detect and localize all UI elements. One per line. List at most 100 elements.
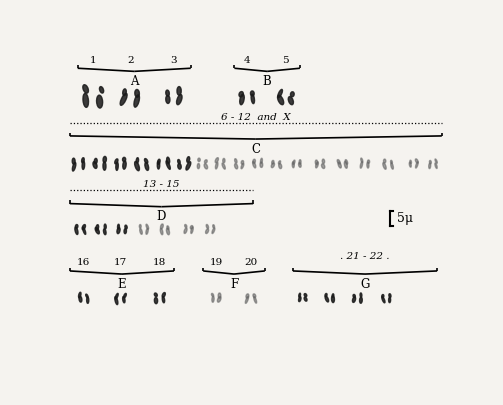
Ellipse shape [260, 162, 263, 167]
Ellipse shape [325, 294, 327, 297]
Text: 18: 18 [153, 258, 166, 267]
Ellipse shape [83, 94, 89, 107]
Text: 5: 5 [283, 55, 289, 64]
Ellipse shape [103, 162, 106, 170]
Ellipse shape [331, 296, 334, 303]
Ellipse shape [97, 95, 103, 108]
Text: G: G [360, 278, 370, 291]
Ellipse shape [435, 163, 437, 168]
Ellipse shape [115, 159, 118, 164]
Ellipse shape [87, 297, 89, 303]
Ellipse shape [117, 228, 120, 234]
Ellipse shape [299, 297, 301, 302]
Ellipse shape [279, 161, 281, 164]
Ellipse shape [104, 229, 106, 234]
Ellipse shape [215, 158, 218, 163]
Ellipse shape [78, 292, 81, 298]
Ellipse shape [103, 156, 107, 163]
Ellipse shape [185, 224, 187, 228]
Ellipse shape [299, 163, 301, 167]
Ellipse shape [197, 164, 200, 169]
Ellipse shape [435, 159, 437, 163]
Ellipse shape [429, 163, 431, 168]
Ellipse shape [167, 226, 169, 230]
Ellipse shape [190, 226, 193, 229]
Ellipse shape [353, 297, 356, 303]
Ellipse shape [140, 228, 142, 234]
Ellipse shape [278, 95, 284, 105]
Ellipse shape [82, 227, 86, 234]
Ellipse shape [353, 294, 355, 298]
Ellipse shape [146, 224, 148, 229]
Text: E: E [118, 278, 126, 291]
Ellipse shape [178, 164, 181, 169]
Ellipse shape [299, 293, 301, 297]
Ellipse shape [368, 160, 370, 163]
Text: 20: 20 [244, 258, 258, 267]
Ellipse shape [123, 296, 125, 303]
Ellipse shape [246, 294, 249, 298]
Ellipse shape [204, 160, 207, 163]
Ellipse shape [391, 163, 393, 169]
Ellipse shape [160, 224, 163, 229]
Text: B: B [263, 75, 272, 88]
Text: A: A [130, 75, 138, 88]
Ellipse shape [222, 163, 225, 169]
Ellipse shape [166, 157, 170, 164]
Ellipse shape [125, 225, 127, 229]
Ellipse shape [241, 160, 243, 164]
Ellipse shape [315, 160, 318, 165]
Ellipse shape [184, 228, 187, 233]
Ellipse shape [315, 162, 318, 168]
Ellipse shape [93, 162, 97, 168]
Ellipse shape [206, 229, 209, 234]
Ellipse shape [278, 90, 283, 98]
Ellipse shape [271, 163, 275, 168]
Ellipse shape [115, 293, 118, 299]
Ellipse shape [415, 162, 418, 168]
Text: 4: 4 [243, 55, 250, 64]
Ellipse shape [322, 159, 324, 164]
Ellipse shape [383, 159, 386, 163]
Ellipse shape [261, 158, 263, 163]
Ellipse shape [177, 87, 181, 95]
Ellipse shape [337, 160, 340, 164]
Ellipse shape [299, 160, 301, 164]
Ellipse shape [325, 296, 328, 302]
Ellipse shape [279, 164, 282, 168]
Ellipse shape [293, 160, 295, 164]
Ellipse shape [75, 224, 78, 228]
Ellipse shape [120, 93, 127, 105]
Ellipse shape [145, 162, 149, 171]
Ellipse shape [415, 159, 418, 163]
Text: 1: 1 [90, 55, 97, 64]
Ellipse shape [360, 297, 362, 303]
Ellipse shape [212, 296, 214, 302]
Ellipse shape [245, 296, 248, 303]
Ellipse shape [139, 224, 141, 228]
Ellipse shape [217, 296, 221, 302]
Ellipse shape [382, 294, 384, 298]
Ellipse shape [383, 163, 386, 169]
Ellipse shape [367, 162, 369, 168]
Ellipse shape [135, 162, 139, 171]
Ellipse shape [124, 229, 126, 234]
Ellipse shape [240, 94, 244, 105]
Ellipse shape [123, 89, 126, 96]
Text: D: D [157, 211, 166, 224]
Ellipse shape [223, 158, 225, 163]
Ellipse shape [191, 227, 193, 234]
Ellipse shape [218, 293, 221, 298]
Ellipse shape [234, 159, 237, 163]
Ellipse shape [116, 162, 118, 171]
Ellipse shape [146, 228, 148, 234]
Ellipse shape [239, 92, 243, 97]
Ellipse shape [290, 92, 294, 97]
Ellipse shape [86, 294, 88, 298]
Ellipse shape [304, 294, 307, 296]
Ellipse shape [177, 94, 182, 105]
Ellipse shape [234, 164, 238, 169]
Ellipse shape [345, 160, 348, 164]
Ellipse shape [157, 162, 160, 169]
Ellipse shape [332, 294, 334, 297]
